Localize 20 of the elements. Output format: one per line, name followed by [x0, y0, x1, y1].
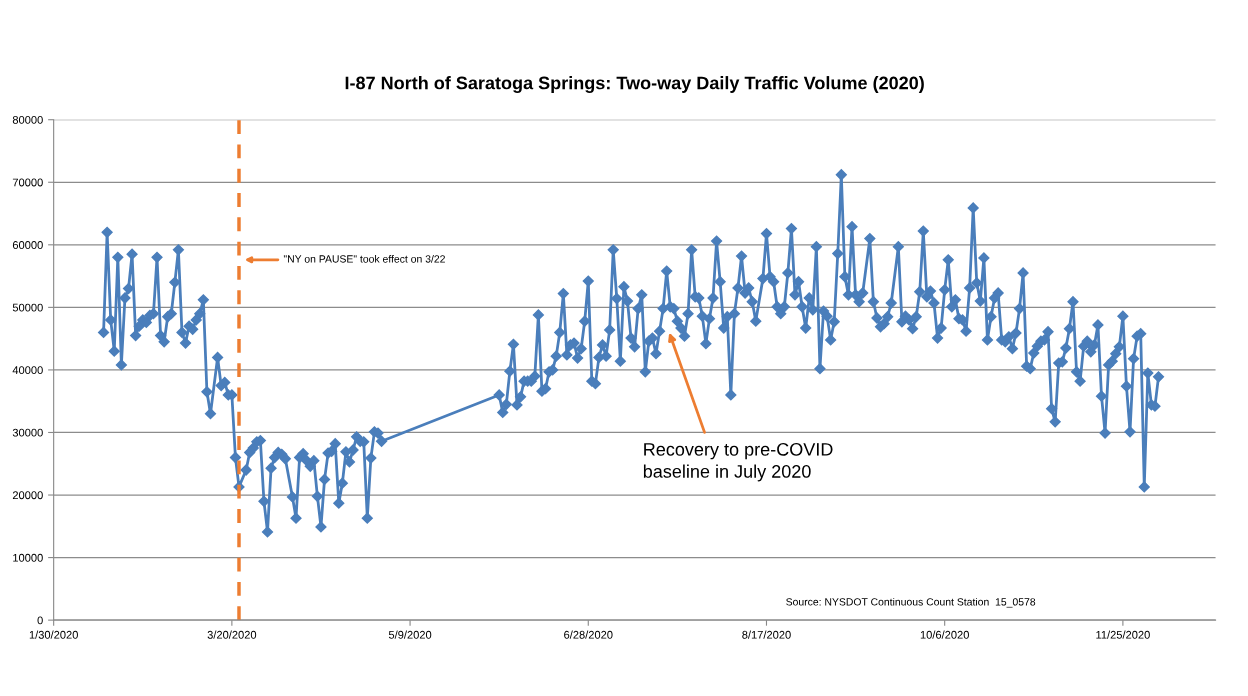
x-tick-label: 6/28/2020	[564, 630, 613, 639]
y-tick-label: 10000	[13, 553, 43, 562]
y-tick-label: 40000	[12, 366, 43, 375]
annotation: Source: NYSDOT Continuous Count Station 15_0578	[786, 597, 1036, 608]
x-tick-label: 5/9/2020	[388, 630, 432, 639]
x-tick-label: 11/25/2020	[1096, 630, 1150, 639]
y-tick-label: 60000	[12, 241, 43, 249]
x-tick-label: 3/20/2020	[207, 630, 257, 639]
y-tick-label: 70000	[12, 178, 43, 187]
ref-line-label: "NY on PAUSE" took effect on 3/22	[283, 254, 445, 263]
chart-title: I-87 North of Saratoga Springs: Two-way Daily Traffic Volume (2020)	[345, 76, 924, 93]
y-tick-label: 0	[37, 616, 43, 625]
y-tick-label: 30000	[12, 428, 43, 437]
y-tick-label: 80000	[12, 115, 43, 124]
x-tick-label: 10/6/2020	[920, 630, 969, 639]
y-tick-label: 20000	[12, 491, 43, 500]
x-tick-label: 1/30/2020	[29, 630, 78, 639]
y-tick-label: 50000	[12, 303, 43, 312]
x-tick-label: 8/17/2020	[742, 630, 791, 639]
annotation: Recovery to pre-COVID baseline in July 2020	[643, 442, 833, 482]
